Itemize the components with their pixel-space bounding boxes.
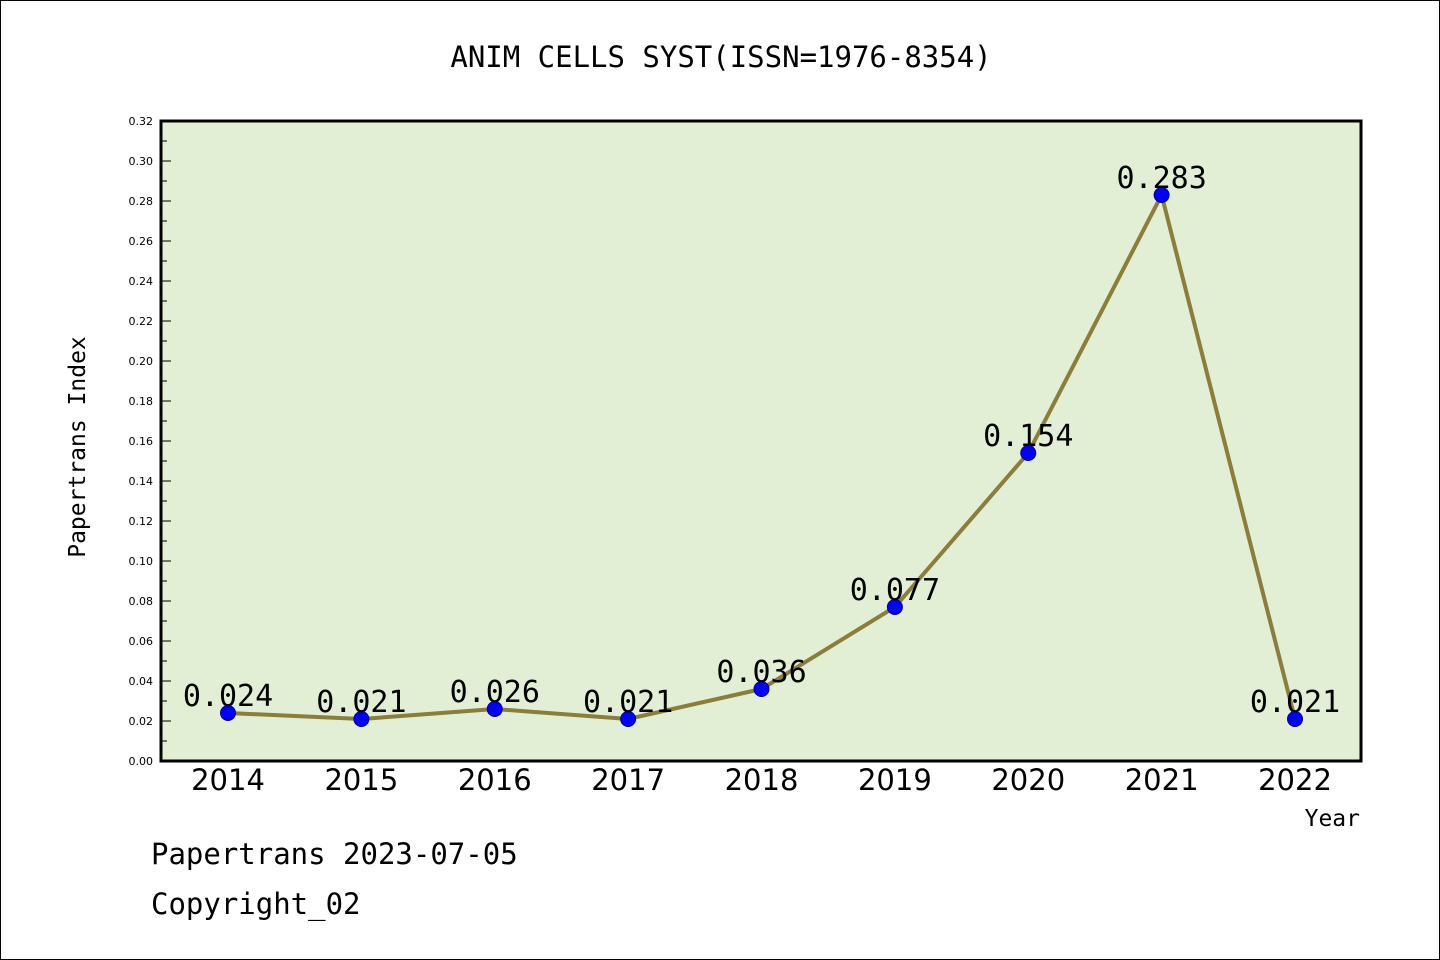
- y-tick-label: 0.20: [129, 355, 154, 368]
- footer-copyright-text: Copyright_02: [151, 887, 361, 921]
- y-tick-label: 0.18: [129, 395, 154, 408]
- y-tick-label: 0.26: [129, 235, 154, 248]
- data-label: 0.021: [1250, 685, 1340, 720]
- chart-title: ANIM CELLS SYST(ISSN=1976-8354): [450, 40, 991, 74]
- data-label: 0.024: [183, 679, 273, 714]
- data-point-marker: [753, 681, 770, 697]
- x-tick-label: 2015: [324, 763, 398, 797]
- data-point-marker: [1020, 445, 1037, 461]
- y-tick-label: 0.10: [129, 555, 154, 568]
- data-point-marker: [886, 599, 903, 615]
- x-tick-label: 2014: [191, 763, 265, 797]
- data-label: 0.283: [1116, 161, 1206, 196]
- data-label: 0.026: [450, 675, 540, 710]
- y-tick-label: 0.06: [129, 635, 154, 648]
- y-tick-label: 0.28: [129, 195, 154, 208]
- data-label: 0.154: [983, 419, 1073, 454]
- data-point-marker: [353, 711, 370, 727]
- y-tick-label: 0.24: [129, 275, 154, 288]
- data-label: 0.036: [716, 655, 806, 690]
- x-tick-label: 2022: [1258, 763, 1332, 797]
- x-axis-label: Year: [1305, 806, 1360, 832]
- plot-background: [161, 121, 1361, 761]
- x-tick-label: 2020: [991, 763, 1065, 797]
- y-tick-label: 0.14: [129, 475, 154, 488]
- y-tick-label: 0.12: [129, 515, 154, 528]
- y-tick-label: 0.30: [129, 155, 154, 168]
- x-tick-label: 2017: [591, 763, 665, 797]
- x-tick-label: 2018: [725, 763, 799, 797]
- plot-frame: [159, 119, 1363, 763]
- y-tick-label: 0.22: [129, 315, 154, 328]
- data-point-marker: [1153, 187, 1170, 203]
- y-tick-label: 0.02: [129, 715, 154, 728]
- data-label: 0.021: [583, 685, 673, 720]
- y-tick-label: 0.16: [129, 435, 154, 448]
- data-label: 0.021: [316, 685, 406, 720]
- plot-area: 0.00 0.02 0.04 0.06 0.08 0.10 0.12 0.14 0.16 0.18…: [129, 115, 1363, 797]
- x-tick-label: 2021: [1125, 763, 1199, 797]
- y-tick-label: 0.00: [129, 755, 154, 768]
- y-tick-label: 0.08: [129, 595, 154, 608]
- data-point-marker: [1287, 711, 1303, 727]
- data-label: 0.077: [850, 573, 940, 608]
- data-point-marker: [220, 705, 236, 721]
- y-tick-label: 0.32: [129, 115, 154, 128]
- data-point-marker: [620, 711, 637, 727]
- x-tick-label: 2016: [458, 763, 532, 797]
- y-tick-label: 0.04: [129, 675, 154, 688]
- footer-date-text: Papertrans 2023-07-05: [151, 837, 518, 871]
- data-point-marker: [486, 701, 503, 717]
- x-tick-label: 2019: [858, 763, 932, 797]
- y-axis-label: Papertrans Index: [65, 336, 91, 558]
